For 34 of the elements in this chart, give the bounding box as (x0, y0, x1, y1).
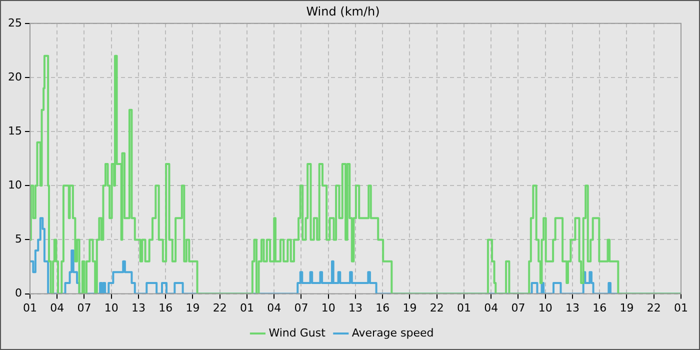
x-tick-label: 19 (186, 301, 200, 314)
y-tick-label: 10 (8, 178, 22, 192)
y-tick-label: 5 (14, 232, 22, 246)
x-tick-label: 22 (646, 301, 661, 314)
x-tick-label: 04 (50, 301, 64, 314)
x-tick-label: 13 (132, 301, 146, 314)
y-tick-label: 25 (8, 16, 22, 30)
x-tick-label: 19 (402, 301, 417, 314)
x-tick-label: 01 (240, 301, 254, 314)
x-tick-label: 01 (674, 301, 688, 314)
x-tick-label: 22 (430, 301, 444, 314)
x-tick-label: 10 (538, 301, 552, 314)
x-tick-label: 19 (620, 301, 634, 314)
x-tick-label: 16 (158, 301, 173, 314)
x-tick-label: 10 (321, 301, 336, 314)
y-tick-label: 15 (8, 124, 22, 138)
x-tick-label: 10 (104, 301, 118, 314)
x-tick-label: 07 (294, 301, 308, 314)
y-tick-label: 20 (8, 70, 22, 84)
x-tick-label: 13 (566, 301, 580, 314)
x-tick-label: 16 (592, 301, 607, 314)
x-tick-label: 13 (348, 301, 362, 314)
y-tick-label: 0 (14, 286, 22, 300)
x-tick-label: 01 (22, 301, 37, 314)
x-tick-label: 01 (457, 301, 471, 314)
x-tick-label: 22 (212, 301, 227, 314)
x-tick-label: 16 (376, 301, 390, 314)
chart-title: Wind (km/h) (306, 4, 380, 18)
x-tick-label: 04 (484, 301, 498, 314)
x-tick-label: 07 (511, 301, 526, 314)
legend-label: Wind Gust (268, 326, 326, 340)
legend-label: Average speed (352, 326, 434, 340)
x-tick-label: 07 (77, 301, 92, 314)
x-tick-label: 04 (267, 301, 282, 314)
